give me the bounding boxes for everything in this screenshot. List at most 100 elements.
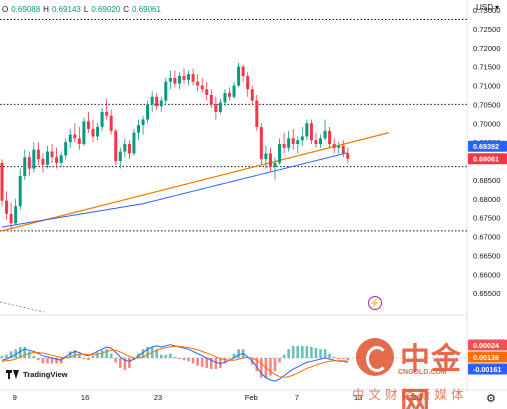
macd-histogram-bar bbox=[32, 355, 36, 358]
candle-body bbox=[200, 85, 204, 90]
macd-histogram-bar bbox=[341, 358, 345, 360]
candle-body bbox=[332, 144, 336, 148]
candle-body bbox=[46, 151, 49, 165]
x-tick-label: 9 bbox=[13, 393, 17, 402]
candle-body bbox=[250, 89, 254, 101]
macd-histogram-bar bbox=[269, 358, 272, 376]
price-badge-label: 0.69392 bbox=[473, 142, 499, 151]
macd-histogram-bar bbox=[100, 350, 104, 358]
currency-label: USD bbox=[476, 3, 493, 12]
candle-body bbox=[209, 94, 213, 105]
candle-body bbox=[23, 157, 27, 177]
watermark-tagline: 中文财经新媒体 bbox=[352, 387, 468, 402]
candle-body bbox=[146, 104, 150, 120]
candle-body bbox=[86, 121, 90, 129]
candle-body bbox=[268, 153, 272, 167]
candle-body bbox=[9, 213, 13, 224]
macd-histogram-bar bbox=[37, 358, 40, 361]
candle-body bbox=[309, 123, 313, 141]
cngold-watermark: 中金网 CNGOLD.COM 中文财经新媒体 bbox=[352, 332, 480, 409]
macd-histogram-bar bbox=[232, 353, 236, 358]
macd-histogram-bar bbox=[332, 356, 336, 358]
candle-body bbox=[5, 200, 9, 214]
macd-histogram-bar bbox=[187, 358, 190, 362]
candle-body bbox=[82, 121, 86, 145]
macd-histogram-bar bbox=[114, 358, 118, 363]
candle-body bbox=[241, 66, 245, 77]
macd-histogram-bar bbox=[260, 358, 263, 378]
candle-body bbox=[100, 111, 104, 128]
macd-histogram-bar bbox=[18, 347, 22, 358]
candle-body bbox=[328, 130, 332, 145]
macd-histogram-bar bbox=[119, 358, 122, 368]
high-value: 0.69143 bbox=[51, 5, 81, 14]
y-tick-label: 0.71500 bbox=[473, 63, 500, 72]
candle-body bbox=[73, 134, 77, 139]
tradingview-logo[interactable]: TradingView bbox=[6, 370, 68, 379]
macd-histogram-bar bbox=[287, 349, 290, 358]
candle-body bbox=[182, 76, 186, 80]
previous-drawing-line bbox=[0, 301, 45, 313]
macd-histogram-bar bbox=[237, 349, 240, 358]
candle-body bbox=[346, 153, 350, 159]
macd-histogram-bar bbox=[273, 358, 277, 372]
candle-body bbox=[36, 149, 40, 160]
candle-body bbox=[191, 74, 195, 82]
macd-histogram-bar bbox=[50, 358, 54, 364]
macd-badge-label: 0.00024 bbox=[473, 341, 499, 350]
macd-histogram-bar bbox=[41, 358, 45, 364]
y-tick-label: 0.68000 bbox=[473, 195, 500, 204]
signal-line bbox=[1, 345, 348, 378]
currency-selector[interactable]: USD ▾ bbox=[476, 3, 499, 12]
y-tick-label: 0.66000 bbox=[473, 270, 500, 279]
macd-histogram-bar bbox=[291, 345, 295, 358]
candle-body bbox=[41, 159, 45, 165]
open-value: 0.69088 bbox=[11, 5, 41, 14]
y-tick-label: 0.70000 bbox=[473, 119, 500, 128]
candle-body bbox=[118, 151, 122, 161]
candle-body bbox=[246, 76, 250, 90]
candle-body bbox=[291, 138, 295, 145]
macd-histogram-bar bbox=[191, 358, 195, 364]
candle-body bbox=[273, 162, 277, 167]
candle-body bbox=[105, 111, 109, 116]
candle-body bbox=[137, 125, 140, 133]
chevron-down-icon: ▾ bbox=[494, 3, 499, 12]
macd-histogram-bar bbox=[282, 354, 286, 358]
candle-body bbox=[264, 153, 268, 160]
candle-body bbox=[141, 119, 145, 126]
high-label: H bbox=[43, 5, 49, 14]
y-tick-label: 0.71000 bbox=[473, 82, 500, 91]
gear-icon[interactable]: ⚙ bbox=[486, 393, 496, 405]
candle-body bbox=[64, 142, 68, 156]
lightning-icon[interactable]: ⚡ bbox=[368, 296, 382, 310]
candle-body bbox=[205, 89, 209, 95]
macd-histogram-bar bbox=[255, 358, 259, 372]
candle-body bbox=[127, 144, 131, 154]
y-tick-label: 0.72500 bbox=[473, 25, 500, 34]
candle-body bbox=[314, 140, 318, 145]
macd-histogram-bar bbox=[28, 351, 31, 358]
candle-body bbox=[287, 138, 291, 148]
candle-body bbox=[214, 104, 218, 112]
candle-body bbox=[341, 145, 345, 154]
macd-histogram-bar bbox=[159, 354, 163, 358]
candle-body bbox=[168, 77, 172, 82]
tradingview-icon bbox=[6, 370, 20, 379]
macd-histogram-bar bbox=[200, 358, 204, 367]
macd-histogram-bar bbox=[59, 358, 63, 364]
x-tick-label: 7 bbox=[295, 393, 299, 402]
open-label: O bbox=[2, 5, 9, 14]
candle-body bbox=[319, 138, 322, 145]
macd-histogram-bar bbox=[128, 358, 131, 368]
candle-body bbox=[0, 162, 4, 201]
macd-histogram-bar bbox=[46, 358, 49, 364]
macd-histogram-bar bbox=[301, 345, 304, 358]
macd-histogram-bar bbox=[319, 349, 322, 358]
macd-badge bbox=[468, 351, 507, 363]
macd-histogram-bar bbox=[96, 352, 99, 358]
x-tick-label: 16 bbox=[81, 393, 89, 402]
y-tick-label: 0.65500 bbox=[473, 289, 500, 298]
y-tick-label: 0.68500 bbox=[473, 176, 500, 185]
